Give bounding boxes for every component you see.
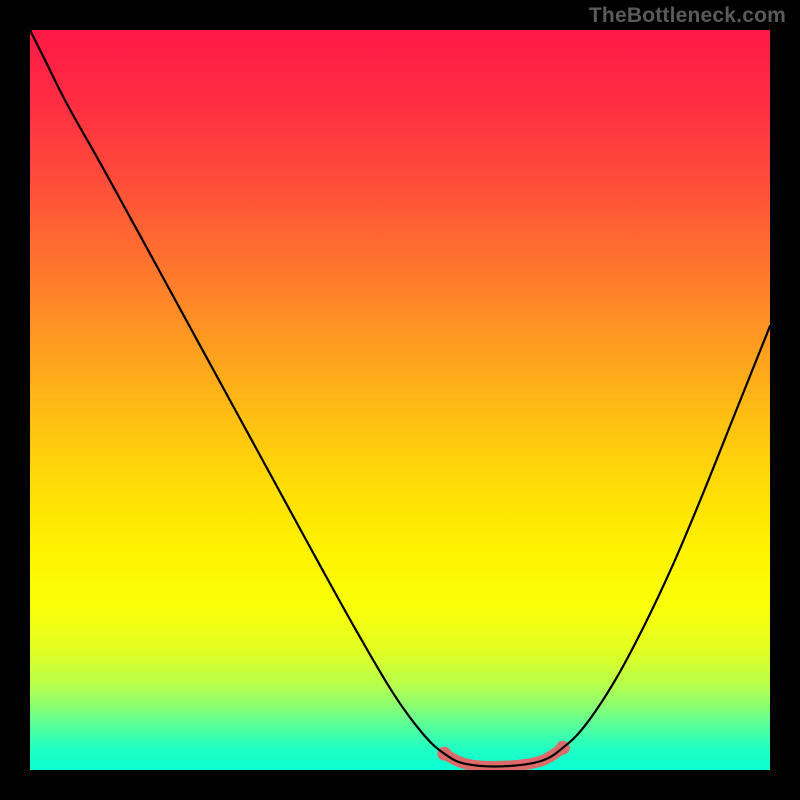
- plot-area: [30, 30, 770, 770]
- watermark-text: TheBottleneck.com: [589, 4, 786, 28]
- chart-frame: TheBottleneck.com: [0, 0, 800, 800]
- chart-svg: [30, 30, 770, 770]
- gradient-background: [30, 30, 770, 770]
